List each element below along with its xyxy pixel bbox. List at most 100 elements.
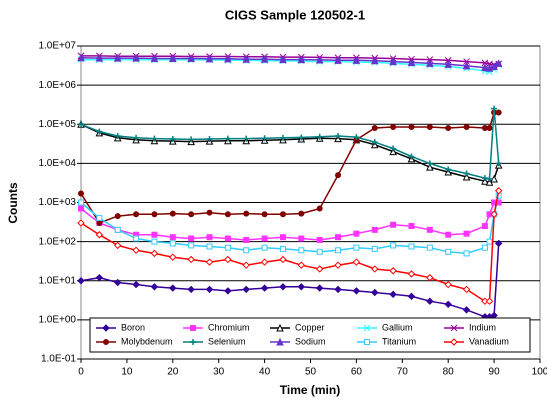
x-tick-label: 60: [351, 367, 363, 378]
marker: [279, 245, 286, 252]
marker: [279, 211, 286, 218]
marker: [188, 242, 195, 249]
marker: [169, 234, 176, 241]
series-line: [80, 123, 500, 184]
marker: [78, 190, 84, 197]
marker: [490, 174, 498, 183]
x-tick-label: 50: [305, 367, 317, 378]
marker: [279, 283, 287, 291]
y-tick-label: 1.0E+00: [38, 315, 76, 326]
y-tick-label: 1.0E+01: [38, 275, 76, 286]
marker: [335, 247, 342, 254]
marker: [243, 237, 250, 244]
marker: [426, 160, 433, 167]
marker: [150, 283, 159, 291]
x-tick-label: 40: [259, 367, 271, 378]
marker: [486, 125, 493, 132]
y-tick-label: 1.0E+06: [38, 80, 76, 91]
marker: [187, 54, 195, 62]
marker: [407, 58, 416, 66]
marker: [276, 323, 284, 332]
marker: [77, 53, 85, 62]
series-line: [80, 111, 499, 224]
marker: [444, 60, 453, 68]
marker: [96, 128, 103, 135]
legend-label: Vanadium: [469, 336, 509, 346]
x-tick-label: 30: [213, 367, 225, 378]
marker: [242, 55, 251, 63]
x-tick-label: 80: [443, 367, 455, 378]
marker: [298, 247, 305, 254]
x-tick-label: 70: [397, 367, 409, 378]
series-line: [80, 195, 500, 255]
x-tick-label: 100: [532, 367, 547, 378]
marker: [206, 243, 213, 250]
marker: [495, 109, 502, 116]
marker: [95, 54, 104, 62]
marker: [495, 160, 502, 167]
marker: [298, 210, 305, 217]
marker: [389, 147, 397, 156]
marker: [463, 58, 470, 65]
marker: [133, 235, 140, 242]
marker: [151, 135, 158, 142]
marker: [315, 265, 324, 273]
marker: [335, 133, 342, 140]
marker: [486, 175, 493, 182]
marker: [444, 300, 452, 309]
marker: [95, 273, 104, 282]
marker: [445, 231, 452, 238]
marker: [390, 221, 397, 228]
marker: [243, 135, 250, 142]
marker: [224, 54, 232, 63]
marker: [224, 287, 232, 295]
y-tick-label: 1.0E+02: [38, 236, 76, 247]
x-tick-label: 20: [167, 367, 179, 378]
marker: [242, 285, 250, 294]
marker: [150, 249, 159, 258]
marker: [224, 235, 231, 242]
marker: [353, 244, 360, 251]
marker: [190, 339, 196, 345]
marker: [114, 278, 122, 287]
marker: [276, 337, 284, 346]
marker: [279, 234, 286, 241]
marker: [353, 134, 360, 141]
y-tick-label: 1.0E+07: [38, 41, 76, 52]
marker: [389, 290, 397, 299]
marker: [426, 124, 433, 131]
marker: [78, 121, 84, 128]
marker: [169, 253, 177, 261]
marker: [279, 55, 287, 64]
marker: [408, 124, 415, 131]
marker: [315, 284, 324, 292]
series-line: [81, 55, 499, 66]
marker: [206, 135, 213, 142]
x-tick-label: 0: [78, 367, 84, 378]
marker: [114, 213, 121, 220]
marker: [352, 287, 361, 295]
marker: [408, 243, 415, 250]
marker: [363, 324, 371, 332]
marker: [261, 235, 268, 242]
marker: [77, 277, 85, 285]
marker: [103, 339, 109, 345]
marker: [261, 135, 268, 142]
marker: [242, 261, 250, 269]
marker: [96, 215, 103, 222]
marker: [132, 280, 140, 289]
marker: [481, 177, 489, 185]
marker: [408, 223, 415, 230]
marker: [390, 145, 397, 152]
marker: [371, 125, 378, 132]
marker: [260, 258, 269, 266]
marker: [426, 297, 434, 305]
marker: [77, 219, 85, 227]
marker: [297, 283, 306, 291]
marker: [445, 248, 452, 255]
marker: [445, 166, 452, 173]
marker: [114, 226, 121, 233]
marker: [490, 210, 498, 218]
marker: [352, 258, 361, 266]
marker: [188, 136, 195, 143]
